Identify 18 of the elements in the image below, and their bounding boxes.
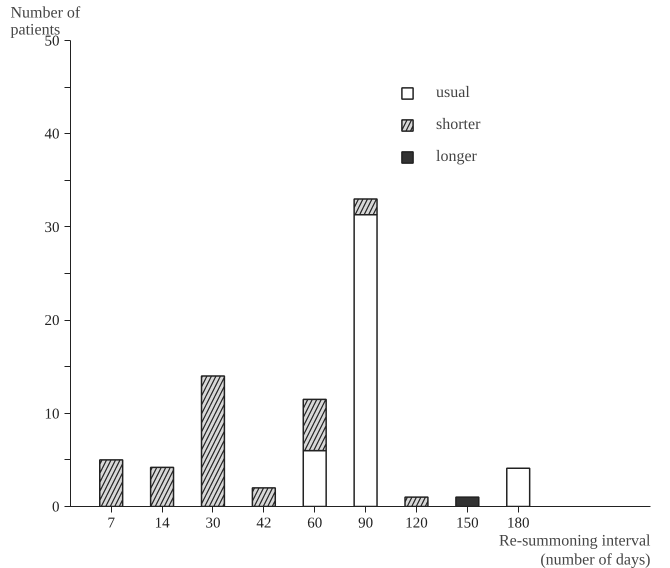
x-tick-label: 90: [358, 516, 374, 532]
x-tick-label: 42: [256, 516, 272, 532]
y-tick-label: 30: [44, 220, 60, 236]
x-tick-label: 60: [307, 516, 322, 532]
x-axis-title: Re-summoning interval (number of days): [498, 532, 652, 568]
x-tick-label: 14: [154, 516, 170, 532]
y-tick-label: 0: [52, 500, 60, 516]
x-tick-label: 150: [456, 516, 479, 532]
legend-label: usual: [436, 84, 470, 102]
y-tick-label: 40: [44, 126, 60, 143]
y-tick-label: 10: [44, 406, 60, 422]
x-tick-label: 7: [107, 516, 116, 532]
x-tick-label: 180: [506, 516, 530, 532]
x-tick-label: 120: [405, 516, 428, 532]
y-tick-label: 20: [44, 313, 60, 330]
legend-label: shorter: [436, 116, 480, 134]
x-tick-label: 30: [205, 516, 220, 532]
legend-label: longer: [436, 148, 477, 166]
